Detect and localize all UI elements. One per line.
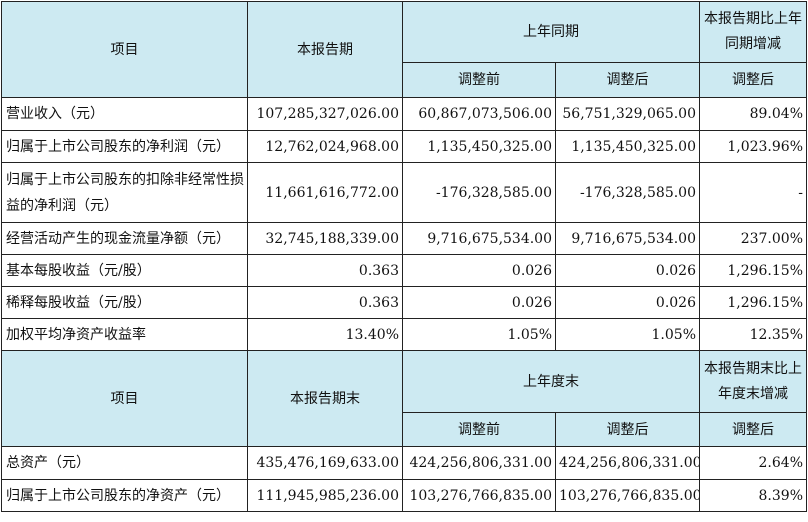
cell-current: 0.363	[247, 286, 403, 319]
header-current-period: 本报告期	[247, 1, 403, 98]
header-after-adjustment: 调整后	[555, 62, 700, 98]
cell-change: 8.39%	[699, 479, 807, 512]
cell-after: 0.026	[555, 286, 700, 319]
cell-before: 1.05%	[402, 318, 556, 351]
header-before-adjustment: 调整前	[402, 412, 556, 447]
table-row: 加权平均净资产收益率 13.40% 1.05% 1.05% 12.35%	[1, 318, 807, 351]
row-label: 经营活动产生的现金流量净额（元）	[1, 222, 248, 255]
cell-before: 0.026	[402, 254, 556, 287]
cell-change: 89.04%	[699, 97, 807, 131]
row-label: 归属于上市公司股东的净资产（元）	[1, 479, 248, 512]
header-change-after-adjustment: 调整后	[699, 412, 807, 447]
cell-change: 2.64%	[699, 446, 807, 480]
header-before-adjustment: 调整前	[402, 62, 556, 98]
cell-after: 424,256,806,331.00	[555, 446, 700, 480]
cell-current: 12,762,024,968.00	[247, 130, 403, 163]
cell-after: 103,276,766,835.00	[555, 479, 700, 512]
cell-before: 9,716,675,534.00	[402, 222, 556, 255]
row-label: 总资产（元）	[1, 446, 248, 480]
cell-change: 1,296.15%	[699, 286, 807, 319]
cell-after: 1,135,450,325.00	[555, 130, 700, 163]
cell-current: 13.40%	[247, 318, 403, 351]
cell-before: 60,867,073,506.00	[402, 97, 556, 131]
table-row: 稀释每股收益（元/股） 0.363 0.026 0.026 1,296.15%	[1, 286, 807, 319]
cell-current: 11,661,616,772.00	[247, 162, 403, 223]
cell-change: 237.00%	[699, 222, 807, 255]
row-label: 归属于上市公司股东的净利润（元）	[1, 130, 248, 163]
cell-current: 435,476,169,633.00	[247, 446, 403, 480]
row-label: 基本每股收益（元/股）	[1, 254, 248, 287]
cell-current: 32,745,188,339.00	[247, 222, 403, 255]
table-row: 营业收入（元） 107,285,327,026.00 60,867,073,50…	[1, 97, 807, 131]
cell-current: 0.363	[247, 254, 403, 287]
header-period-end: 本报告期末	[247, 350, 403, 447]
header-subrow-2: 调整前 调整后 调整后	[2, 412, 807, 447]
row-label: 归属于上市公司股东的扣除非经常性损益的净利润（元）	[1, 162, 248, 223]
header-subrow-1: 调整前 调整后 调整后	[2, 62, 807, 98]
cell-current: 107,285,327,026.00	[247, 97, 403, 131]
cell-after: 1.05%	[555, 318, 700, 351]
cell-before: -176,328,585.00	[402, 162, 556, 223]
table-row: 总资产（元） 435,476,169,633.00 424,256,806,33…	[1, 446, 807, 480]
cell-change: 1,023.96%	[699, 130, 807, 163]
cell-after: 56,751,329,065.00	[555, 97, 700, 131]
header-prior-period: 上年同期	[402, 1, 700, 63]
cell-before: 0.026	[402, 286, 556, 319]
cell-before: 1,135,450,325.00	[402, 130, 556, 163]
table-row: 归属于上市公司股东的净资产（元） 111,945,985,236.00 103,…	[1, 479, 807, 512]
financial-summary-table: 项目 本报告期 上年同期 本报告期比上年同期增减 调整前 调整后 调整后 营业收…	[1, 1, 807, 512]
header-yoy-change: 本报告期比上年同期增减	[699, 1, 807, 63]
header-row-2: 项目 本报告期末 上年度末 本报告期末比上年度末增减	[1, 350, 807, 447]
header-after-adjustment: 调整后	[555, 412, 700, 447]
table-row: 基本每股收益（元/股） 0.363 0.026 0.026 1,296.15%	[1, 254, 807, 287]
cell-after: 0.026	[555, 254, 700, 287]
row-label: 营业收入（元）	[1, 97, 248, 131]
cell-change: 1,296.15%	[699, 254, 807, 287]
cell-change: 12.35%	[699, 318, 807, 351]
cell-after: 9,716,675,534.00	[555, 222, 700, 255]
cell-after: -176,328,585.00	[555, 162, 700, 223]
row-label: 稀释每股收益（元/股）	[1, 286, 248, 319]
cell-current: 111,945,985,236.00	[247, 479, 403, 512]
header-change-after-adjustment: 调整后	[699, 62, 807, 98]
table-row: 经营活动产生的现金流量净额（元） 32,745,188,339.00 9,716…	[1, 222, 807, 255]
table-row: 归属于上市公司股东的净利润（元） 12,762,024,968.00 1,135…	[1, 130, 807, 163]
row-label: 加权平均净资产收益率	[1, 318, 248, 351]
cell-change: -	[699, 162, 807, 223]
header-item: 项目	[1, 1, 248, 98]
header-row-1: 项目 本报告期 上年同期 本报告期比上年同期增减	[1, 1, 807, 98]
cell-before: 424,256,806,331.00	[402, 446, 556, 480]
header-item: 项目	[1, 350, 248, 447]
cell-before: 103,276,766,835.00	[402, 479, 556, 512]
table-row: 归属于上市公司股东的扣除非经常性损益的净利润（元） 11,661,616,772…	[1, 162, 807, 223]
header-period-end-change: 本报告期末比上年度末增减	[699, 350, 807, 413]
header-prior-year-end: 上年度末	[402, 350, 700, 413]
